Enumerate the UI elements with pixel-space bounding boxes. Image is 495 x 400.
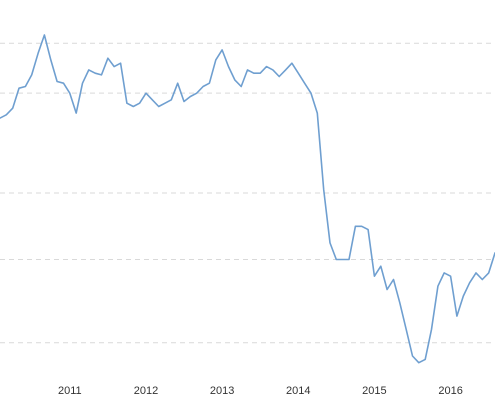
data-point	[309, 91, 313, 95]
data-point	[461, 294, 465, 298]
data-point	[68, 91, 72, 95]
series-line-0	[0, 34, 495, 364]
data-point	[455, 314, 459, 318]
data-point	[315, 111, 319, 115]
data-point	[144, 91, 148, 95]
data-point	[23, 85, 27, 89]
data-point	[87, 68, 91, 72]
data-point	[42, 33, 46, 37]
x-tick-label-2014: 2014	[286, 385, 310, 397]
data-point	[233, 78, 237, 82]
data-point	[157, 105, 161, 109]
data-point	[106, 56, 110, 60]
data-point	[328, 241, 332, 245]
data-point	[182, 100, 186, 104]
data-point	[131, 105, 135, 109]
data-point	[195, 91, 199, 95]
data-point	[220, 48, 224, 52]
data-point	[353, 224, 357, 228]
data-point	[480, 278, 484, 282]
data-point	[468, 281, 472, 285]
data-point	[449, 274, 453, 278]
data-point	[207, 81, 211, 85]
data-point	[372, 274, 376, 278]
x-axis: 2011 2012 2013 2014 2015 2016	[58, 385, 463, 397]
data-point	[150, 98, 154, 102]
data-point	[265, 65, 269, 69]
data-point	[138, 101, 142, 105]
data-point	[93, 71, 97, 75]
data-point	[74, 111, 78, 115]
data-point	[227, 65, 231, 69]
data-point	[404, 327, 408, 331]
data-point	[36, 51, 40, 55]
data-point	[360, 224, 364, 228]
data-point	[239, 85, 243, 89]
x-tick-label-2015: 2015	[362, 385, 386, 397]
data-point	[347, 258, 351, 262]
data-point	[423, 357, 427, 361]
data-point	[119, 61, 123, 65]
data-point	[284, 68, 288, 72]
data-point	[17, 86, 21, 90]
series-layer	[0, 33, 495, 365]
data-point	[112, 65, 116, 69]
data-point	[201, 85, 205, 89]
data-point	[430, 327, 434, 331]
data-point	[163, 101, 167, 105]
data-point	[334, 258, 338, 262]
data-point	[392, 278, 396, 282]
data-point	[436, 284, 440, 288]
data-point	[474, 271, 478, 275]
x-tick-label-2016: 2016	[438, 385, 462, 397]
data-point	[487, 271, 491, 275]
data-point	[385, 288, 389, 292]
data-point	[81, 81, 85, 85]
data-point	[258, 71, 262, 75]
data-point	[296, 71, 300, 75]
data-point	[246, 68, 250, 72]
data-point	[100, 73, 104, 77]
data-point	[11, 106, 15, 110]
data-point	[379, 264, 383, 268]
x-tick-label-2011: 2011	[58, 385, 82, 397]
data-point	[214, 58, 218, 62]
data-point	[169, 98, 173, 102]
data-point	[49, 58, 53, 62]
data-point	[125, 101, 129, 105]
data-point	[411, 354, 415, 358]
data-point	[303, 81, 307, 85]
data-point	[277, 75, 281, 79]
x-tick-label-2012: 2012	[134, 385, 158, 397]
gridlines	[0, 42, 495, 344]
data-point	[4, 113, 8, 117]
data-point	[322, 188, 326, 192]
data-point	[30, 73, 34, 77]
data-point	[62, 81, 66, 85]
data-point	[252, 71, 256, 75]
data-point	[398, 301, 402, 305]
data-point	[366, 228, 370, 232]
data-point	[55, 80, 59, 84]
x-tick-label-2013: 2013	[210, 385, 234, 397]
data-point	[341, 258, 345, 262]
data-point	[176, 81, 180, 85]
data-point	[417, 361, 421, 365]
data-point	[188, 95, 192, 99]
data-point	[442, 271, 446, 275]
data-point	[271, 68, 275, 72]
data-point	[290, 61, 294, 65]
